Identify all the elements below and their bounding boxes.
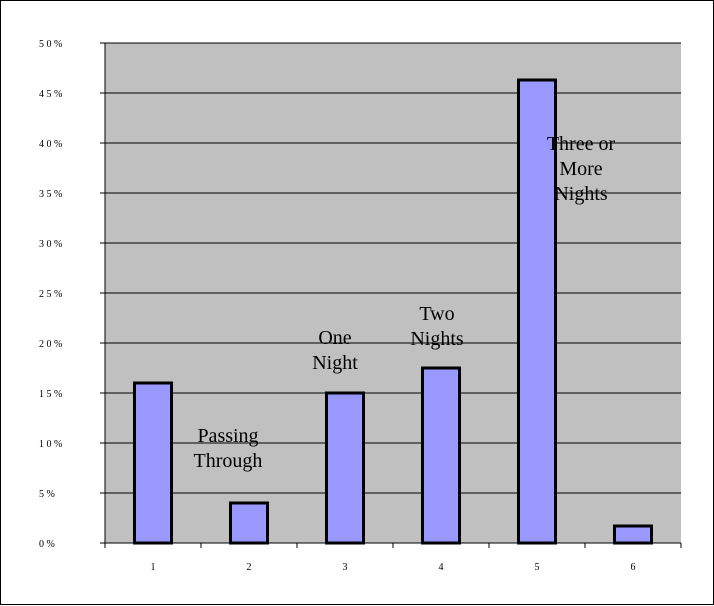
bar-annotations: Passing Through One Night Two Nights Three or M… — [194, 133, 616, 472]
annotation-category-5: Three or More Nights — [547, 133, 616, 205]
gridlines — [100, 42, 681, 544]
x-tick-label: 1 — [151, 562, 156, 573]
annotation-line: Two — [419, 303, 454, 325]
annotation-category-4: Two Nights — [410, 303, 464, 350]
bar-2 — [229, 501, 269, 545]
annotation-line: Three or — [547, 133, 616, 155]
y-tick-labels: 0 % 5 % 1 0 % 1 5 % 2 0 % 2 5 % 3 0 % 3 5 % 4 0 … — [39, 39, 62, 550]
y-tick-label: 2 0 % — [39, 339, 62, 350]
x-tick-label: 2 — [247, 562, 252, 573]
y-tick-label: 3 5 % — [39, 189, 62, 200]
annotation-line: Nights — [554, 183, 608, 205]
annotation-line: Passing — [197, 425, 258, 447]
annotation-line: One — [318, 327, 351, 349]
x-tick-label: 4 — [439, 562, 444, 573]
annotation-line: Night — [312, 352, 358, 374]
y-tick-label: 5 0 % — [39, 39, 62, 50]
bars — [133, 78, 653, 545]
bar-5 — [517, 78, 557, 545]
y-tick-label: 0 % — [39, 539, 55, 550]
y-tick-label: 1 5 % — [39, 389, 62, 400]
x-tick-label: 6 — [631, 562, 636, 573]
annotation-line: Through — [194, 450, 263, 472]
y-tick-label: 3 0 % — [39, 239, 62, 250]
annotation-category-2: Passing Through — [194, 425, 263, 472]
x-tick-labels: 1 2 3 4 5 6 — [151, 562, 636, 573]
annotation-category-3: One Night — [312, 327, 358, 374]
y-tick-label: 5 % — [39, 489, 55, 500]
y-tick-label: 4 0 % — [39, 139, 62, 150]
x-tick-label: 5 — [535, 562, 540, 573]
y-tick-label: 4 5 % — [39, 89, 62, 100]
axes — [104, 43, 682, 548]
bar-3 — [325, 391, 365, 545]
bar-1 — [133, 381, 173, 545]
y-tick-label: 2 5 % — [39, 289, 62, 300]
annotation-line: More — [559, 158, 602, 180]
bar-4 — [421, 366, 461, 545]
x-tick-label: 3 — [343, 562, 348, 573]
y-tick-label: 1 0 % — [39, 439, 62, 450]
bar-6 — [613, 524, 653, 545]
annotation-line: Nights — [410, 328, 464, 350]
